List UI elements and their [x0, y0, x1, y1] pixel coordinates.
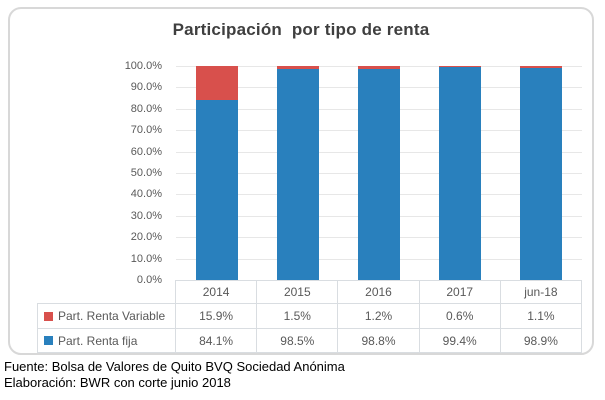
- bar-segment-renta-variable: [358, 66, 400, 69]
- bar-2017: [439, 66, 482, 280]
- bar-segment-renta-fija: [439, 67, 482, 280]
- column-header-2017: 2017: [419, 280, 501, 304]
- value-cell-fija-2014: 84.1%: [176, 329, 258, 353]
- column-header-jun-18: jun-18: [500, 280, 582, 304]
- bar-segment-renta-fija: [520, 68, 563, 280]
- column-header-2016: 2016: [338, 280, 420, 304]
- y-tick-label: 60.0%: [130, 145, 162, 158]
- y-tick-label: 20.0%: [130, 231, 162, 244]
- bar-2016: [358, 66, 400, 280]
- bar-segment-renta-variable: [520, 66, 563, 69]
- plot-area: [176, 66, 582, 280]
- bar-segment-renta-variable: [439, 66, 482, 68]
- legend-renta-fija: Part. Renta fija: [37, 329, 176, 353]
- bar-2015: [276, 66, 319, 280]
- table-corner-cell: [37, 280, 176, 304]
- value-cell-fija-2015: 98.5%: [257, 329, 339, 353]
- data-table: 2014 2015 2016 2017 jun-18 Part. Renta V…: [37, 280, 582, 353]
- bar-segment-renta-fija: [276, 69, 319, 280]
- y-tick-label: 70.0%: [130, 124, 162, 137]
- value-cell-variable-2014: 15.9%: [176, 304, 258, 329]
- y-tick-label: 0.0%: [136, 274, 162, 286]
- chart-figure: Participación por tipo de renta 100.0% 90…: [8, 7, 594, 355]
- y-axis-labels: 100.0% 90.0% 80.0% 70.0% 60.0% 50.0% 40.0% 30.0…: [10, 60, 168, 286]
- bar-segment-renta-fija: [358, 68, 400, 280]
- chart-title: Participación por tipo de renta: [172, 20, 430, 39]
- y-tick-label: 40.0%: [130, 188, 162, 201]
- bar-segment-renta-variable: [195, 66, 238, 101]
- bar-segment-renta-variable: [276, 66, 319, 70]
- legend-renta-variable: Part. Renta Variable: [37, 304, 176, 329]
- y-tick-label: 30.0%: [130, 209, 162, 222]
- y-tick-label: 50.0%: [130, 167, 162, 179]
- y-tick-label: 90.0%: [130, 81, 162, 94]
- bar-segment-renta-fija: [195, 100, 238, 280]
- legend-label: Part. Renta Variable: [58, 309, 166, 323]
- bar-2014: [195, 66, 238, 280]
- value-cell-fija-2017: 99.4%: [419, 329, 501, 353]
- column-header-2015: 2015: [257, 280, 339, 304]
- value-cell-variable-jun18: 1.1%: [500, 304, 582, 329]
- value-cell-fija-2016: 98.8%: [338, 329, 420, 353]
- y-tick-label: 100.0%: [124, 60, 162, 72]
- y-tick-label: 80.0%: [130, 102, 162, 115]
- renta-fija-swatch-icon: [44, 336, 53, 345]
- bar-jun-18: [520, 66, 563, 280]
- column-header-2014: 2014: [176, 280, 258, 304]
- y-tick-label: 10.0%: [130, 252, 162, 265]
- source-note: Fuente: Bolsa de Valores de Quito BVQ So…: [4, 359, 345, 391]
- renta-variable-swatch-icon: [44, 311, 53, 321]
- source-line-fuente: Fuente: Bolsa de Valores de Quito BVQ So…: [4, 359, 345, 374]
- value-cell-variable-2016: 1.2%: [338, 304, 420, 329]
- value-cell-variable-2015: 1.5%: [257, 304, 339, 329]
- legend-label: Part. Renta fija: [58, 333, 138, 348]
- value-cell-fija-jun18: 98.9%: [500, 329, 582, 353]
- value-cell-variable-2017: 0.6%: [419, 304, 501, 329]
- source-line-elaboracion: Elaboración: BWR con corte junio 2018: [4, 375, 231, 390]
